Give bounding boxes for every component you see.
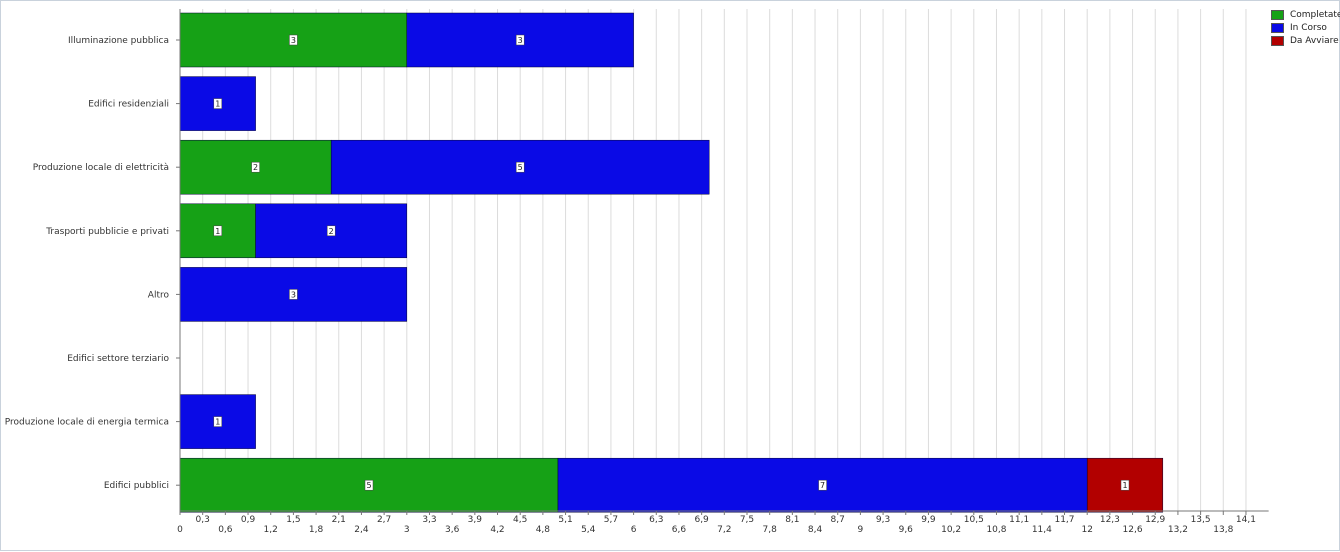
x-tick-label: 8,1 (785, 515, 799, 525)
data-label: 7 (820, 481, 825, 490)
category-label: Altro (148, 290, 170, 300)
x-tick-label: 1,8 (309, 525, 324, 535)
x-tick-label: 14,1 (1236, 515, 1256, 525)
data-label-box (213, 416, 223, 427)
legend-item: In Corso (1271, 21, 1340, 34)
category-label: Illuminazione pubblica (68, 36, 169, 46)
x-tick-label: 8,7 (831, 515, 845, 525)
x-tick-label: 4,5 (513, 515, 527, 525)
x-tick-label: 3,6 (445, 525, 460, 535)
x-tick-label: 12 (1081, 525, 1092, 535)
x-tick-label: 11,4 (1032, 525, 1052, 535)
x-tick-label: 2,7 (377, 515, 391, 525)
x-tick-label: 12,3 (1100, 515, 1120, 525)
data-label: 3 (518, 36, 523, 45)
legend-swatch (1271, 9, 1284, 20)
data-label-box (515, 34, 525, 46)
category-label: Edifici residenziali (88, 100, 169, 110)
data-label-box (326, 225, 336, 237)
x-tick-label: 13,8 (1213, 525, 1233, 535)
x-tick-label: 0,6 (218, 525, 233, 535)
category-label: Edifici settore terziario (67, 354, 169, 364)
x-tick-label: 3,3 (422, 515, 436, 525)
x-tick-label: 6 (631, 525, 637, 535)
x-tick-label: 5,7 (604, 515, 618, 525)
x-tick-label: 6,3 (649, 515, 663, 525)
x-tick-label: 9,9 (921, 515, 936, 525)
x-tick-label: 7,8 (763, 525, 778, 535)
data-label: 3 (291, 290, 296, 299)
data-label: 1 (215, 227, 220, 236)
axes (176, 9, 1269, 515)
x-tick-label: 10,5 (964, 515, 984, 525)
x-tick-label: 13,5 (1191, 515, 1211, 525)
x-tick-label: 11,1 (1009, 515, 1029, 525)
legend-label: In Corso (1290, 22, 1327, 33)
data-label-box (289, 289, 298, 300)
x-tick-label: 6,6 (672, 525, 687, 535)
category-labels: Illuminazione pubblica Edifici residenzia… (5, 36, 170, 491)
data-label: 1 (215, 100, 220, 109)
x-tick-label: 12,9 (1145, 515, 1165, 525)
x-tick-label: 0,3 (196, 515, 210, 525)
legend-swatch (1271, 35, 1284, 46)
legend-swatch (1271, 22, 1284, 33)
legend-item: Completate (1271, 8, 1340, 21)
x-tick-label: 5,1 (558, 515, 572, 525)
x-tick-label: 3 (404, 525, 410, 535)
x-tick-label: 1,5 (286, 515, 300, 525)
category-label: Produzione locale di energia termica (5, 418, 169, 428)
data-label-box (251, 161, 260, 173)
category-label: Trasporti pubblicie e privati (45, 227, 169, 237)
x-tick-label: 5,4 (581, 525, 596, 535)
x-tick-label: 0,9 (241, 515, 256, 525)
x-tick-label: 4,8 (536, 525, 551, 535)
data-label-box (213, 225, 223, 237)
category-label: Produzione locale di elettricità (33, 163, 169, 173)
x-tick-label: 2,1 (332, 515, 346, 525)
data-label: 5 (518, 163, 523, 172)
category-label: Edifici pubblici (104, 481, 169, 491)
legend-label: Da Avviare (1290, 35, 1339, 46)
data-label-box (213, 98, 223, 109)
data-label-box (515, 161, 525, 173)
x-tick-label: 9 (858, 525, 864, 535)
data-label-box (289, 34, 298, 46)
legend-label: Completate (1290, 9, 1340, 20)
data-label-box (1120, 479, 1130, 491)
x-tick-label: 9,6 (899, 525, 914, 535)
x-tick-label: 2,4 (354, 525, 369, 535)
data-label: 1 (215, 418, 220, 427)
data-label: 2 (253, 163, 258, 172)
data-label: 3 (291, 36, 296, 45)
x-tick-label: 4,2 (490, 525, 504, 535)
data-label-box (818, 479, 827, 491)
x-tick-label: 7,5 (740, 515, 754, 525)
x-tick-label: 3,9 (468, 515, 483, 525)
x-tick-label: 9,3 (876, 515, 890, 525)
x-tick-labels: 0 0,3 0,6 0,9 1,2 1,5 1,8 2,1 2,4 2,7 3 3,3 3,6 3,9 4,… (177, 515, 1256, 535)
data-label: 5 (366, 481, 371, 490)
x-tick-label: 10,8 (986, 525, 1006, 535)
grid-lines (202, 9, 1247, 511)
x-tick-label: 12,6 (1123, 525, 1143, 535)
x-tick-label: 7,2 (717, 525, 731, 535)
data-label: 2 (329, 227, 334, 236)
x-tick-label: 0 (177, 525, 183, 535)
x-tick-label: 11,7 (1054, 515, 1074, 525)
data-label: 1 (1122, 481, 1127, 490)
x-tick-label: 8,4 (808, 525, 823, 535)
legend-item: Da Avviare (1271, 34, 1340, 47)
x-tick-label: 13,2 (1168, 525, 1188, 535)
x-tick-label: 10,2 (941, 525, 961, 535)
bars: 3 3 1 2 5 1 2 3 1 5 7 1 (179, 12, 1164, 513)
legend: Completate In Corso Da Avviare (1271, 8, 1340, 47)
x-tick-label: 1,2 (264, 525, 278, 535)
x-tick-label: 6,9 (694, 515, 709, 525)
data-label-box (364, 479, 374, 491)
